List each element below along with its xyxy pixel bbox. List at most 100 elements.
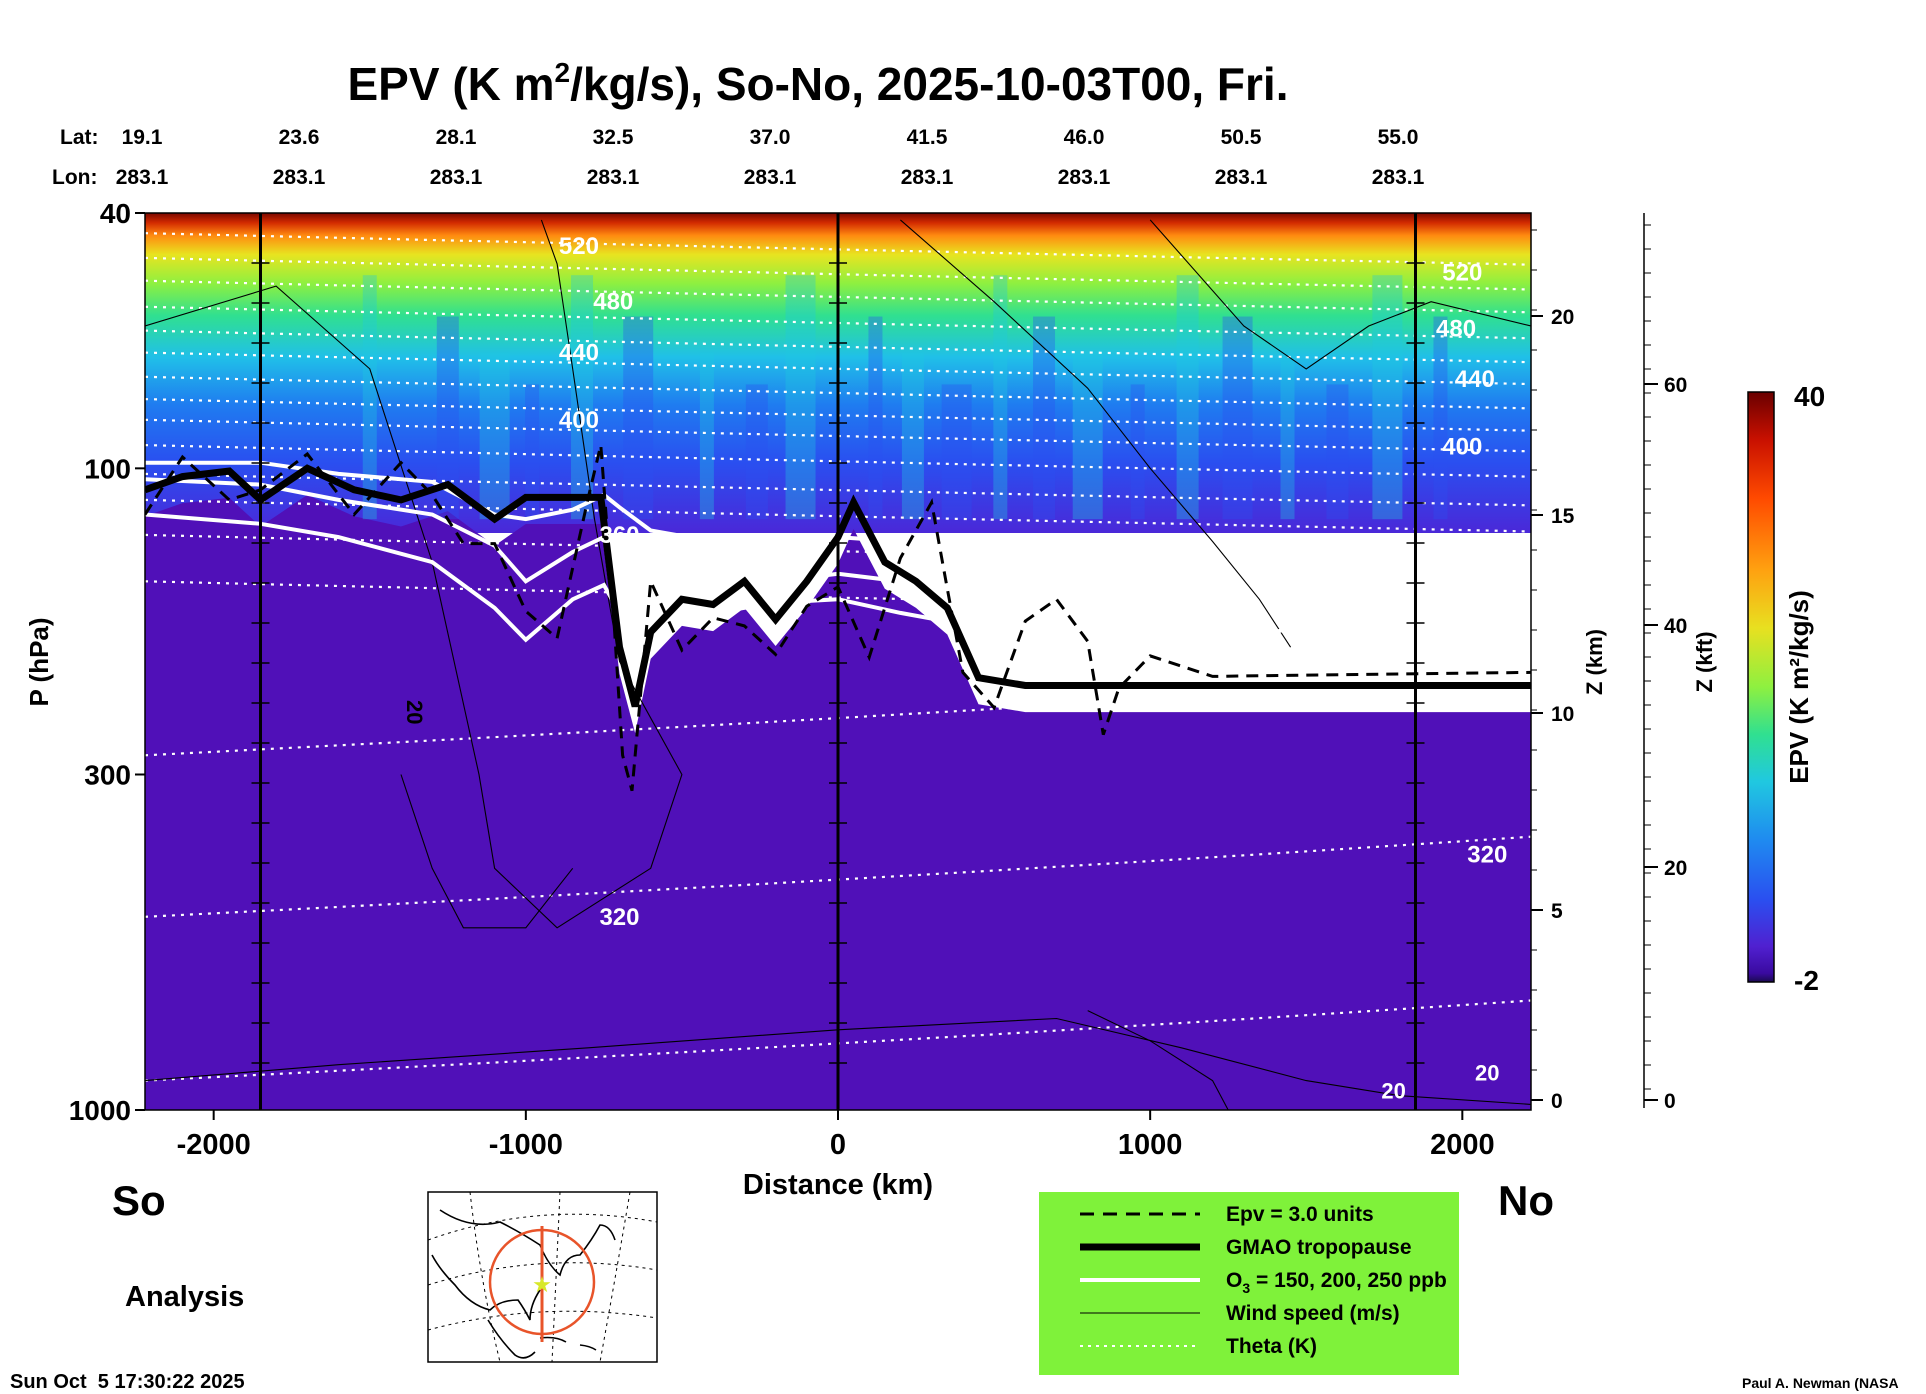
legend-label: Theta (K) bbox=[1226, 1335, 1317, 1358]
epv-streak bbox=[623, 316, 654, 520]
epv-streak bbox=[1222, 316, 1253, 520]
epv-streak bbox=[941, 384, 972, 520]
lat-value: 41.5 bbox=[907, 126, 948, 149]
theta-label: 320 bbox=[599, 904, 639, 931]
legend-label: Wind speed (m/s) bbox=[1226, 1302, 1400, 1325]
lat-value: 46.0 bbox=[1064, 126, 1105, 149]
lat-label: Lat: bbox=[60, 126, 99, 149]
theta-label: 400 bbox=[1442, 433, 1482, 460]
z-kft-axis: 60 40 20 0 bbox=[1643, 213, 1687, 1113]
pressure-axis: 40 100 300 1000 bbox=[69, 198, 145, 1126]
chart-title: EPV (K m2/kg/s), So-No, 2025-10-03T00, F… bbox=[348, 57, 1289, 110]
epv-streak bbox=[785, 275, 816, 520]
z-km-tick-label: 15 bbox=[1551, 505, 1575, 528]
z-km-tick-label: 0 bbox=[1551, 1090, 1563, 1113]
wind-contour bbox=[400, 774, 574, 929]
distance-tick-label: -1000 bbox=[489, 1129, 563, 1161]
ozone-contour bbox=[145, 512, 1531, 696]
wind-contour bbox=[1149, 219, 1531, 370]
analysis-label: Analysis bbox=[125, 1281, 244, 1313]
gmao-tropopause-line bbox=[145, 464, 1531, 708]
theta-label: 440 bbox=[559, 340, 599, 367]
epv-streak bbox=[525, 384, 540, 520]
theta-label: 400 bbox=[559, 407, 599, 434]
lon-value: 283.1 bbox=[1058, 166, 1111, 189]
lat-value: 32.5 bbox=[593, 126, 634, 149]
colorbar-max-label: 40 bbox=[1794, 381, 1825, 412]
credit: Paul A. Newman (NASA bbox=[1742, 1375, 1899, 1391]
legend-label: Epv = 3.0 units bbox=[1226, 1203, 1374, 1226]
distance-tick-label: 2000 bbox=[1430, 1129, 1495, 1161]
pressure-tick-label: 300 bbox=[84, 759, 131, 790]
z-kft-tick-label: 60 bbox=[1664, 374, 1687, 397]
epv-streak bbox=[571, 275, 594, 520]
z-kft-tick-label: 0 bbox=[1664, 1090, 1676, 1113]
z-km-tick-label: 5 bbox=[1551, 900, 1563, 923]
wind-contour bbox=[145, 219, 683, 929]
legend-box bbox=[1039, 1192, 1459, 1375]
wind-contours bbox=[145, 219, 1531, 1110]
colorbar-min-label: -2 bbox=[1794, 965, 1819, 996]
z-kft-tick-label: 20 bbox=[1664, 857, 1687, 880]
vertical-reference-lines bbox=[251, 213, 1425, 1110]
wind-contour bbox=[900, 219, 1292, 648]
colorbar bbox=[1747, 391, 1775, 983]
distance-tick-label: -2000 bbox=[177, 1129, 251, 1161]
distance-axis: -2000 -1000 0 1000 2000 bbox=[177, 1110, 1495, 1161]
map-star-icon: ★ bbox=[532, 1272, 552, 1297]
pressure-tick-label: 40 bbox=[100, 198, 131, 229]
theta-label: 520 bbox=[1442, 259, 1482, 286]
lon-value: 283.1 bbox=[273, 166, 326, 189]
epv-streak bbox=[1176, 275, 1199, 520]
wind-contour bbox=[145, 1017, 1531, 1105]
z-km-title: Z (km) bbox=[1582, 629, 1607, 695]
wind-contour bbox=[1087, 1010, 1229, 1110]
epv-streaks bbox=[362, 275, 1448, 520]
timestamp: Sun Oct 5 17:30:22 2025 bbox=[10, 1371, 245, 1393]
x-axis-title: Distance (km) bbox=[743, 1169, 933, 1201]
z-km-axis: 20 15 10 5 0 bbox=[1531, 229, 1575, 1113]
theta-label: 480 bbox=[1436, 315, 1476, 342]
longitude-values: 283.1 283.1 283.1 283.1 283.1 283.1 283.1 283.1… bbox=[116, 166, 1425, 189]
legend-label: GMAO tropopause bbox=[1226, 1236, 1412, 1259]
z-kft-tick-label: 40 bbox=[1664, 615, 1687, 638]
epv-streak bbox=[868, 316, 883, 520]
lat-value: 19.1 bbox=[122, 126, 163, 149]
epv-streak bbox=[1433, 316, 1448, 520]
north-label: No bbox=[1498, 1177, 1554, 1224]
wind-label: 20 bbox=[1294, 627, 1318, 652]
wind-label: 20 bbox=[1381, 1079, 1405, 1104]
lat-value: 23.6 bbox=[279, 126, 320, 149]
epv-3-contour bbox=[145, 444, 1531, 792]
map-coastlines bbox=[431, 1209, 616, 1359]
lat-value: 37.0 bbox=[750, 126, 791, 149]
theta-label: 520 bbox=[559, 233, 599, 260]
theta-label: 360 bbox=[599, 522, 639, 549]
y-axis-title: P (hPa) bbox=[24, 617, 54, 706]
colorbar-title: EPV (K m²/kg/s) bbox=[1784, 590, 1814, 784]
distance-tick-label: 1000 bbox=[1118, 1129, 1183, 1161]
legend-label: O3 = 150, 200, 250 ppb bbox=[1226, 1269, 1447, 1296]
south-label: So bbox=[112, 1177, 166, 1224]
epv-streak bbox=[436, 316, 459, 520]
theta-label: 440 bbox=[1455, 366, 1495, 393]
lon-value: 283.1 bbox=[116, 166, 169, 189]
wind-label: 20 bbox=[1475, 1061, 1499, 1086]
epv-streak bbox=[901, 352, 924, 520]
theta-label: 360 bbox=[1442, 549, 1482, 576]
lon-value: 283.1 bbox=[587, 166, 640, 189]
lat-value: 55.0 bbox=[1378, 126, 1419, 149]
lon-value: 283.1 bbox=[430, 166, 483, 189]
z-km-tick-label: 10 bbox=[1551, 703, 1574, 726]
lon-value: 283.1 bbox=[901, 166, 954, 189]
epv-streak bbox=[1033, 316, 1056, 520]
pressure-tick-label: 1000 bbox=[69, 1095, 131, 1126]
locator-map: ★ bbox=[427, 1191, 658, 1363]
z-km-tick-label: 20 bbox=[1551, 306, 1574, 329]
epv-streak bbox=[1326, 384, 1349, 520]
epv-streak bbox=[699, 352, 714, 520]
lon-value: 283.1 bbox=[1215, 166, 1268, 189]
epv-streak bbox=[1280, 352, 1295, 520]
